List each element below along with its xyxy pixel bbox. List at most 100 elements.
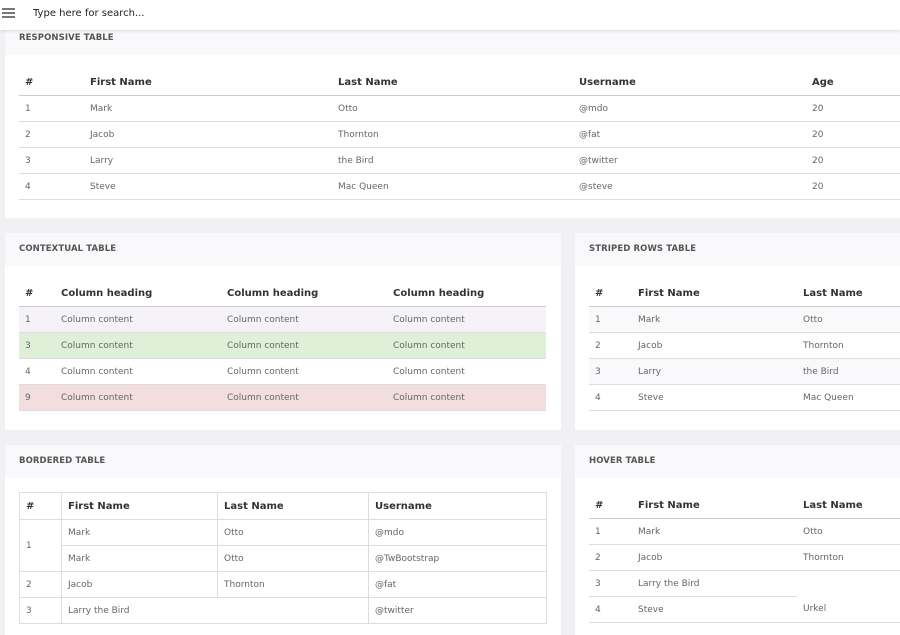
table-row: 2 Jacob Thornton bbox=[589, 332, 900, 359]
column-header: Column heading bbox=[55, 280, 221, 307]
table-cell: 20 bbox=[806, 95, 900, 122]
column-header: Last Name bbox=[797, 280, 900, 307]
table-head: # First Name Last Name bbox=[589, 280, 900, 307]
striped-table-card: STRIPED ROWS TABLE # First Name Last Name 1 M… bbox=[575, 233, 900, 430]
table-cell: Otto bbox=[797, 306, 900, 333]
table-row: 4 Column content Column content Column cont… bbox=[19, 358, 546, 385]
table-cell: 20 bbox=[806, 173, 900, 200]
column-header: # bbox=[589, 492, 632, 519]
table-cell: Jacob bbox=[632, 332, 797, 359]
header-row: # First Name Last Name Username bbox=[19, 492, 547, 520]
card-title: CONTEXTUAL TABLE bbox=[19, 244, 117, 254]
table: # Column heading Column heading Column head… bbox=[19, 280, 546, 411]
table-row: 3 Larry the Bird @twitter bbox=[19, 597, 547, 624]
header-row: # First Name Last Name bbox=[589, 492, 900, 519]
table-body: 1 Mark Otto 2 Jacob Thornton 3 Larry the Bird 4 St… bbox=[589, 306, 900, 411]
card-header: CONTEXTUAL TABLE bbox=[5, 233, 561, 266]
column-header: First Name bbox=[84, 69, 332, 96]
table-cell: Column content bbox=[55, 306, 221, 333]
table-head: # Column heading Column heading Column head… bbox=[19, 280, 546, 307]
column-header: Last Name bbox=[797, 492, 900, 519]
table-cell: the Bird bbox=[797, 358, 900, 385]
table-row: 3 Larry the Bird @twitter 20 bbox=[19, 147, 900, 174]
table-cell: Column content bbox=[387, 384, 546, 411]
table-head: # First Name Last Name Username Age bbox=[19, 69, 900, 96]
table-cell: 2 bbox=[19, 571, 62, 598]
table-cell: Larry bbox=[632, 358, 797, 385]
card-title: STRIPED ROWS TABLE bbox=[589, 244, 697, 254]
table-cell: Thornton bbox=[797, 544, 900, 571]
table-cell: 9 bbox=[19, 384, 55, 411]
table: # First Name Last Name Username 1 Mark Otto @md… bbox=[19, 492, 547, 624]
table-cell: Steve bbox=[632, 384, 797, 411]
table-row[interactable]: 3 Larry the Bird bbox=[589, 570, 900, 597]
table-cell: Otto bbox=[332, 95, 573, 122]
card-header: HOVER TABLE bbox=[575, 445, 900, 478]
table-cell: Column content bbox=[387, 332, 546, 359]
header-row: # First Name Last Name bbox=[589, 280, 900, 307]
table-cell: Column content bbox=[387, 306, 546, 333]
top-bar: Type here for search... bbox=[0, 0, 900, 30]
table-cell: @twitter bbox=[368, 597, 547, 624]
table-row[interactable]: 4 Steve Urkel bbox=[589, 596, 900, 623]
card-header: STRIPED ROWS TABLE bbox=[575, 233, 900, 266]
table-cell: Mark bbox=[61, 519, 218, 546]
column-header: Username bbox=[573, 69, 806, 96]
table-row: 2 Jacob Thornton @fat 20 bbox=[19, 121, 900, 148]
table-row: 4 Steve Mac Queen @steve 20 bbox=[19, 173, 900, 200]
bordered-table-card: BORDERED TABLE # First Name Last Name Userna… bbox=[5, 445, 561, 635]
table-row: 1 Mark Otto bbox=[589, 306, 900, 333]
table-cell: Mark bbox=[632, 518, 797, 545]
column-header: # bbox=[19, 280, 55, 307]
table: # First Name Last Name Username Age 1 Mark Otto… bbox=[19, 69, 900, 200]
table-cell: Larry bbox=[84, 147, 332, 174]
table-cell: Column content bbox=[221, 332, 387, 359]
header-row: # First Name Last Name Username Age bbox=[19, 69, 900, 96]
responsive-table-card: RESPONSIVE TABLE # First Name Last Name User… bbox=[5, 22, 900, 218]
table-cell: 20 bbox=[806, 121, 900, 148]
table-row[interactable]: 1 Mark Otto bbox=[589, 518, 900, 545]
column-header: First Name bbox=[61, 492, 218, 520]
table-cell: Mark bbox=[84, 95, 332, 122]
table-body: 1 Mark Otto @mdo Mark Otto @TwBootstrap 2 Jacob T… bbox=[19, 519, 547, 624]
table-cell: 1 bbox=[19, 519, 62, 572]
card-header: BORDERED TABLE bbox=[5, 445, 561, 478]
table-cell: 4 bbox=[19, 173, 84, 200]
table-row: 3 Larry the Bird bbox=[589, 358, 900, 385]
table-row[interactable]: 2 Jacob Thornton bbox=[589, 544, 900, 571]
column-header: # bbox=[19, 69, 84, 96]
column-header: # bbox=[19, 492, 62, 520]
table-cell: Column content bbox=[221, 384, 387, 411]
table-row: 1 Column content Column content Column cont… bbox=[19, 306, 546, 333]
table-cell: Urkel bbox=[797, 596, 900, 623]
table-row: 4 Steve Mac Queen bbox=[589, 384, 900, 411]
table-cell: Otto bbox=[217, 519, 369, 546]
menu-button[interactable] bbox=[2, 8, 15, 19]
table-cell: 3 bbox=[589, 358, 632, 385]
header-row: # Column heading Column heading Column head… bbox=[19, 280, 546, 307]
table-row: 2 Jacob Thornton @fat bbox=[19, 571, 547, 598]
column-header: First Name bbox=[632, 280, 797, 307]
table-cell: 3 bbox=[19, 147, 84, 174]
table-cell: Steve bbox=[84, 173, 332, 200]
column-header: # bbox=[589, 280, 632, 307]
table-head: # First Name Last Name Username bbox=[19, 492, 547, 520]
column-header: First Name bbox=[632, 492, 797, 519]
table-cell: Larry the Bird bbox=[61, 597, 369, 624]
column-header: Age bbox=[806, 69, 900, 96]
table-cell: Mark bbox=[61, 545, 218, 572]
table-cell: Otto bbox=[217, 545, 369, 572]
table-cell: 4 bbox=[589, 596, 632, 623]
table-cell: Thornton bbox=[797, 332, 900, 359]
contextual-table-card: CONTEXTUAL TABLE # Column heading Column he… bbox=[5, 233, 561, 430]
table-cell: Mac Queen bbox=[332, 173, 573, 200]
column-header: Column heading bbox=[387, 280, 546, 307]
table-cell: the Bird bbox=[332, 147, 573, 174]
table-cell: Jacob bbox=[61, 571, 218, 598]
table-cell: Jacob bbox=[84, 121, 332, 148]
table: # First Name Last Name 1 Mark Otto 2 Jacob Thorn… bbox=[589, 492, 900, 623]
column-header: Column heading bbox=[221, 280, 387, 307]
table-row: 3 Column content Column content Column cont… bbox=[19, 332, 546, 359]
search-input[interactable]: Type here for search... bbox=[33, 8, 145, 19]
